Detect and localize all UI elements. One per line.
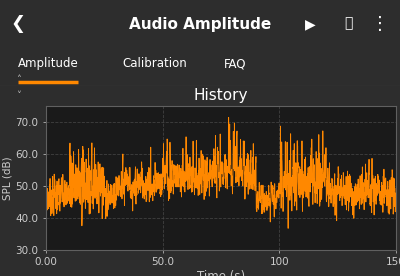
Text: Calibration: Calibration (123, 57, 187, 70)
Text: Audio Amplitude: Audio Amplitude (129, 17, 271, 32)
X-axis label: Time (s): Time (s) (197, 270, 245, 276)
Text: Amplitude: Amplitude (18, 57, 78, 70)
Text: ⎕: ⎕ (344, 16, 352, 30)
Text: ˅: ˅ (16, 91, 21, 101)
Text: History: History (194, 88, 248, 103)
Y-axis label: SPL (dB): SPL (dB) (2, 156, 12, 200)
Text: ❮: ❮ (10, 15, 26, 33)
Text: FAQ: FAQ (224, 57, 246, 70)
Text: ˄: ˄ (16, 75, 21, 86)
Text: ⋮: ⋮ (371, 15, 389, 33)
Text: ▶: ▶ (305, 17, 315, 31)
